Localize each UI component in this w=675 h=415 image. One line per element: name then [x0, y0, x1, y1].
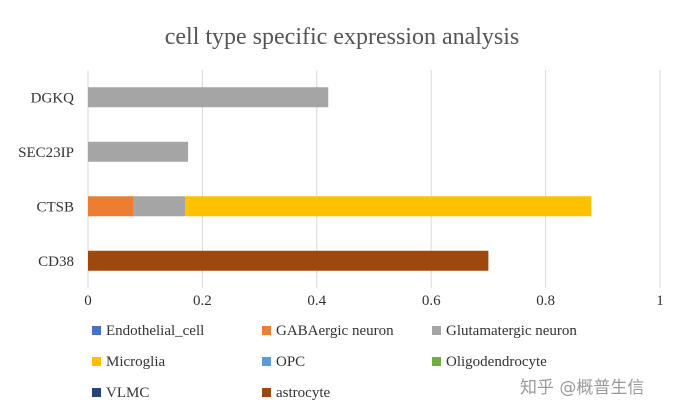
legend-label-astrocyte: astrocyte — [276, 385, 330, 401]
legend: Endothelial_cell GABAergic neuron Glutamat… — [92, 323, 577, 401]
x-tick-label-5: 1 — [656, 293, 664, 309]
y-category-label-ctsb: CTSB — [36, 199, 74, 215]
legend-label-oligodendrocyte: Oligodendrocyte — [446, 354, 547, 370]
y-category-label-sec23ip: SEC23IP — [18, 145, 74, 161]
bar-ctsb-gabaergic-neuron — [88, 196, 134, 217]
x-tick-label-1: 0.2 — [193, 293, 212, 309]
legend-label-microglia: Microglia — [106, 354, 165, 370]
legend-label-vlmc: VLMC — [106, 385, 149, 401]
bar-cd38-astrocyte — [88, 250, 489, 271]
bars — [88, 87, 592, 271]
legend-swatch-endothelial-cell — [92, 326, 101, 335]
x-axis-ticks: 0 0.2 0.4 0.6 0.8 1 — [84, 293, 664, 309]
y-axis-categories: CD38 CTSB SEC23IP DGKQ — [18, 90, 74, 270]
y-category-label-dgkq: DGKQ — [31, 90, 74, 106]
bar-dgkq-glutamatergic-neuron — [88, 87, 329, 108]
bar-ctsb-microglia — [185, 196, 592, 217]
legend-label-glutamatergic-neuron: Glutamatergic neuron — [446, 323, 577, 339]
y-category-label-cd38: CD38 — [38, 254, 74, 270]
legend-label-gabaergic-neuron: GABAergic neuron — [276, 323, 394, 339]
legend-swatch-oligodendrocyte — [432, 357, 441, 366]
bar-sec23ip-glutamatergic-neuron — [88, 141, 189, 162]
legend-swatch-opc — [262, 357, 271, 366]
legend-swatch-gabaergic-neuron — [262, 326, 271, 335]
x-tick-label-3: 0.6 — [422, 293, 441, 309]
chart-title: cell type specific expression analysis — [165, 24, 520, 50]
x-tick-label-4: 0.8 — [536, 293, 555, 309]
legend-swatch-vlmc — [92, 388, 101, 397]
bar-ctsb-glutamatergic-neuron — [133, 196, 186, 217]
legend-swatch-microglia — [92, 357, 101, 366]
x-tick-label-2: 0.4 — [307, 293, 326, 309]
legend-swatch-astrocyte — [262, 388, 271, 397]
watermark: 知乎 @概普生信 — [520, 378, 645, 398]
legend-label-opc: OPC — [276, 354, 305, 370]
x-tick-label-0: 0 — [84, 293, 92, 309]
legend-swatch-glutamatergic-neuron — [432, 326, 441, 335]
legend-label-endothelial-cell: Endothelial_cell — [106, 323, 204, 339]
